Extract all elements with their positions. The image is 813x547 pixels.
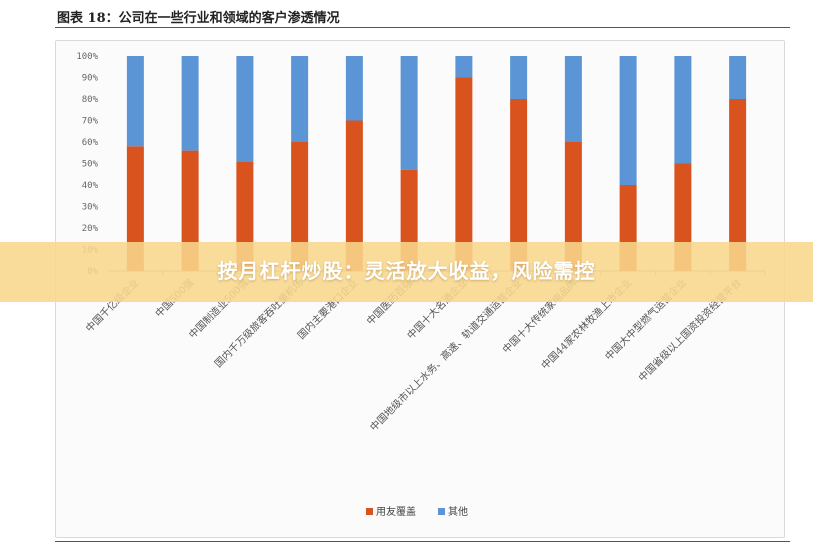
bar-segment-other bbox=[455, 56, 473, 78]
top-rule bbox=[55, 27, 790, 28]
y-tick-label: 90% bbox=[82, 74, 99, 84]
bar-segment-other bbox=[236, 56, 254, 162]
legend-label: 用友覆盖 bbox=[376, 505, 416, 518]
bar-segment-yonyou bbox=[510, 99, 528, 271]
legend-swatch-other bbox=[438, 508, 445, 515]
bar-segment-other bbox=[729, 56, 747, 99]
bar-segment-other bbox=[345, 56, 363, 121]
bar-segment-other bbox=[674, 56, 692, 164]
bar-segment-yonyou bbox=[564, 142, 582, 271]
bar-segment-other bbox=[181, 56, 199, 151]
bar-segment-yonyou bbox=[126, 146, 144, 271]
bar-segment-yonyou bbox=[181, 150, 199, 271]
y-tick-label: 50% bbox=[82, 160, 99, 170]
y-tick-label: 70% bbox=[82, 117, 99, 127]
bar-segment-yonyou bbox=[291, 142, 309, 271]
legend-label: 其他 bbox=[448, 505, 468, 518]
bottom-rule bbox=[55, 541, 790, 542]
bar-segment-yonyou bbox=[729, 99, 747, 271]
bar-segment-yonyou bbox=[455, 77, 473, 271]
bar-segment-other bbox=[564, 56, 582, 142]
bar-segment-other bbox=[619, 56, 637, 185]
y-tick-label: 20% bbox=[82, 224, 99, 234]
legend-swatch-yonyou bbox=[366, 508, 373, 515]
y-tick-label: 80% bbox=[82, 95, 99, 105]
bar-segment-other bbox=[400, 56, 418, 170]
bar-segment-other bbox=[291, 56, 309, 142]
banner-text: 按月杠杆炒股：灵活放大收益，风险需控 bbox=[217, 259, 596, 283]
y-tick-label: 60% bbox=[82, 138, 99, 148]
figure-title: 图表 18：公司在一些行业和领域的客户渗透情况 bbox=[57, 11, 340, 26]
bar-segment-other bbox=[126, 56, 144, 147]
y-tick-label: 100% bbox=[76, 52, 98, 62]
y-tick-label: 30% bbox=[82, 203, 99, 213]
bar-segment-yonyou bbox=[345, 120, 363, 271]
y-tick-label: 40% bbox=[82, 181, 99, 191]
bar-segment-other bbox=[510, 56, 528, 99]
overlay-banner bbox=[0, 242, 813, 302]
